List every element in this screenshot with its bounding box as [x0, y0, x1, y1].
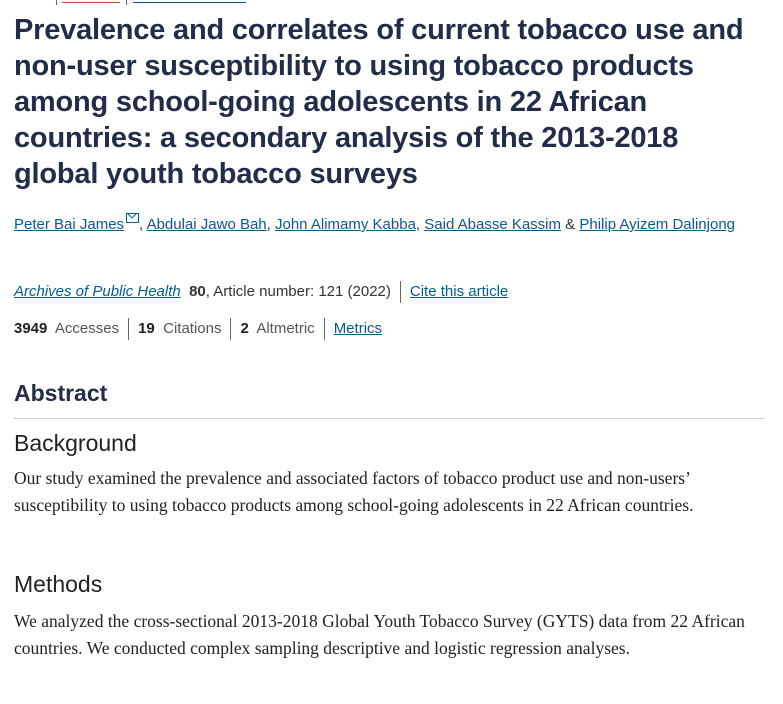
accesses-count: 3949 — [14, 319, 48, 337]
divider — [126, 0, 127, 5]
divider — [128, 318, 130, 340]
citations-count: 19 — [138, 319, 155, 337]
author-list: Peter Bai James, Abdulai Jawo Bah, John … — [14, 211, 754, 238]
article-metrics: 3949 Accesses 19 Citations 2 Altmetric Metr… — [14, 318, 382, 340]
altmetric-count: 2 — [240, 319, 249, 337]
methods-text: We analyzed the cross-sectional 2013-201… — [14, 611, 745, 658]
top-nav-fragment — [0, 0, 783, 6]
author-link[interactable]: Said Abasse Kassim — [424, 216, 562, 233]
journal-link[interactable]: Archives of Public Health — [14, 282, 181, 300]
divider — [230, 318, 232, 340]
link-underline[interactable] — [133, 2, 246, 3]
citations-label: Citations — [163, 319, 222, 337]
divider — [14, 418, 765, 419]
author-link[interactable]: Philip Ayizem Dalinjong — [579, 216, 735, 233]
envelope-icon[interactable] — [126, 213, 140, 223]
abstract-heading: Abstract — [14, 380, 108, 406]
author-link[interactable]: Abdulai Jawo Bah — [146, 216, 267, 233]
journal-info: Archives of Public Health 80, Article nu… — [14, 281, 508, 303]
background-text: Our study examined the prevalence and as… — [14, 468, 694, 515]
divider — [323, 318, 325, 340]
author-link[interactable]: John Alimamy Kabba — [275, 216, 416, 233]
methods-heading: Methods — [14, 571, 103, 597]
article-number: , Article number: 121 (2022) — [205, 282, 391, 300]
background-heading: Background — [14, 430, 137, 456]
metrics-link[interactable]: Metrics — [333, 319, 383, 337]
author-link[interactable]: Peter Bai James — [14, 216, 125, 233]
accesses-label: Accesses — [54, 319, 120, 337]
link-underline[interactable] — [62, 2, 120, 3]
altmetric-label: Altmetric — [256, 319, 315, 337]
divider — [56, 0, 57, 5]
article-title: Prevalence and correlates of current tob… — [14, 14, 744, 190]
cite-article-link[interactable]: Cite this article — [409, 282, 509, 300]
volume: 80 — [189, 282, 206, 300]
divider — [399, 281, 401, 303]
